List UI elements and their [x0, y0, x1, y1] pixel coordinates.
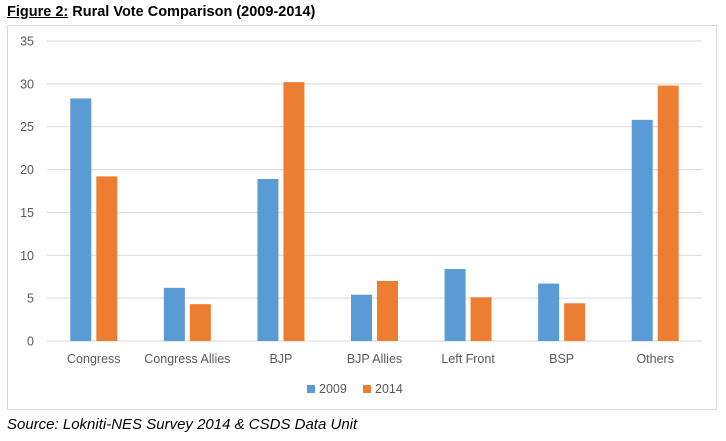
figure-title: Figure 2: Rural Vote Comparison (2009-20… [7, 4, 315, 20]
bar-2014 [189, 304, 211, 341]
bar-2014 [96, 176, 118, 341]
bar-2014 [564, 303, 586, 341]
y-tick-label: 30 [20, 77, 34, 91]
y-tick-label: 15 [20, 206, 34, 220]
bar-2009 [631, 119, 653, 341]
legend-label: 2014 [375, 382, 403, 396]
figure-number: Figure 2: [7, 4, 69, 20]
bar-2014 [377, 281, 398, 341]
y-tick-label: 35 [20, 35, 34, 49]
bar-2014 [283, 82, 305, 342]
bar-2014 [470, 297, 492, 341]
x-tick-label: Others [636, 352, 674, 366]
bar-2009 [538, 283, 560, 341]
y-tick-label: 5 [27, 292, 34, 306]
bar-2009 [257, 179, 279, 341]
source-note: Source: Lokniti-NES Survey 2014 & CSDS D… [7, 416, 358, 433]
legend-label: 2009 [319, 382, 347, 396]
figure-title-text: Rural Vote Comparison (2009-2014) [72, 4, 316, 20]
x-tick-label: BJP Allies [347, 352, 402, 366]
x-tick-label: Congress [67, 352, 121, 366]
bar-2009 [444, 269, 466, 341]
x-tick-label: BSP [549, 352, 574, 366]
x-tick-label: BJP [269, 352, 292, 366]
legend-swatch-2014 [363, 385, 371, 393]
x-tick-label: Left Front [441, 352, 495, 366]
bar-2009 [163, 287, 185, 341]
y-tick-label: 25 [20, 120, 34, 134]
y-tick-label: 20 [20, 163, 34, 177]
y-tick-label: 0 [27, 335, 34, 349]
x-tick-label: Congress Allies [144, 352, 230, 366]
bar-2009 [351, 294, 372, 341]
bar-2009 [70, 98, 92, 341]
legend-swatch-2009 [307, 385, 315, 393]
bar-2014 [657, 85, 679, 341]
y-tick-label: 10 [20, 249, 34, 263]
chart-frame [7, 25, 717, 410]
